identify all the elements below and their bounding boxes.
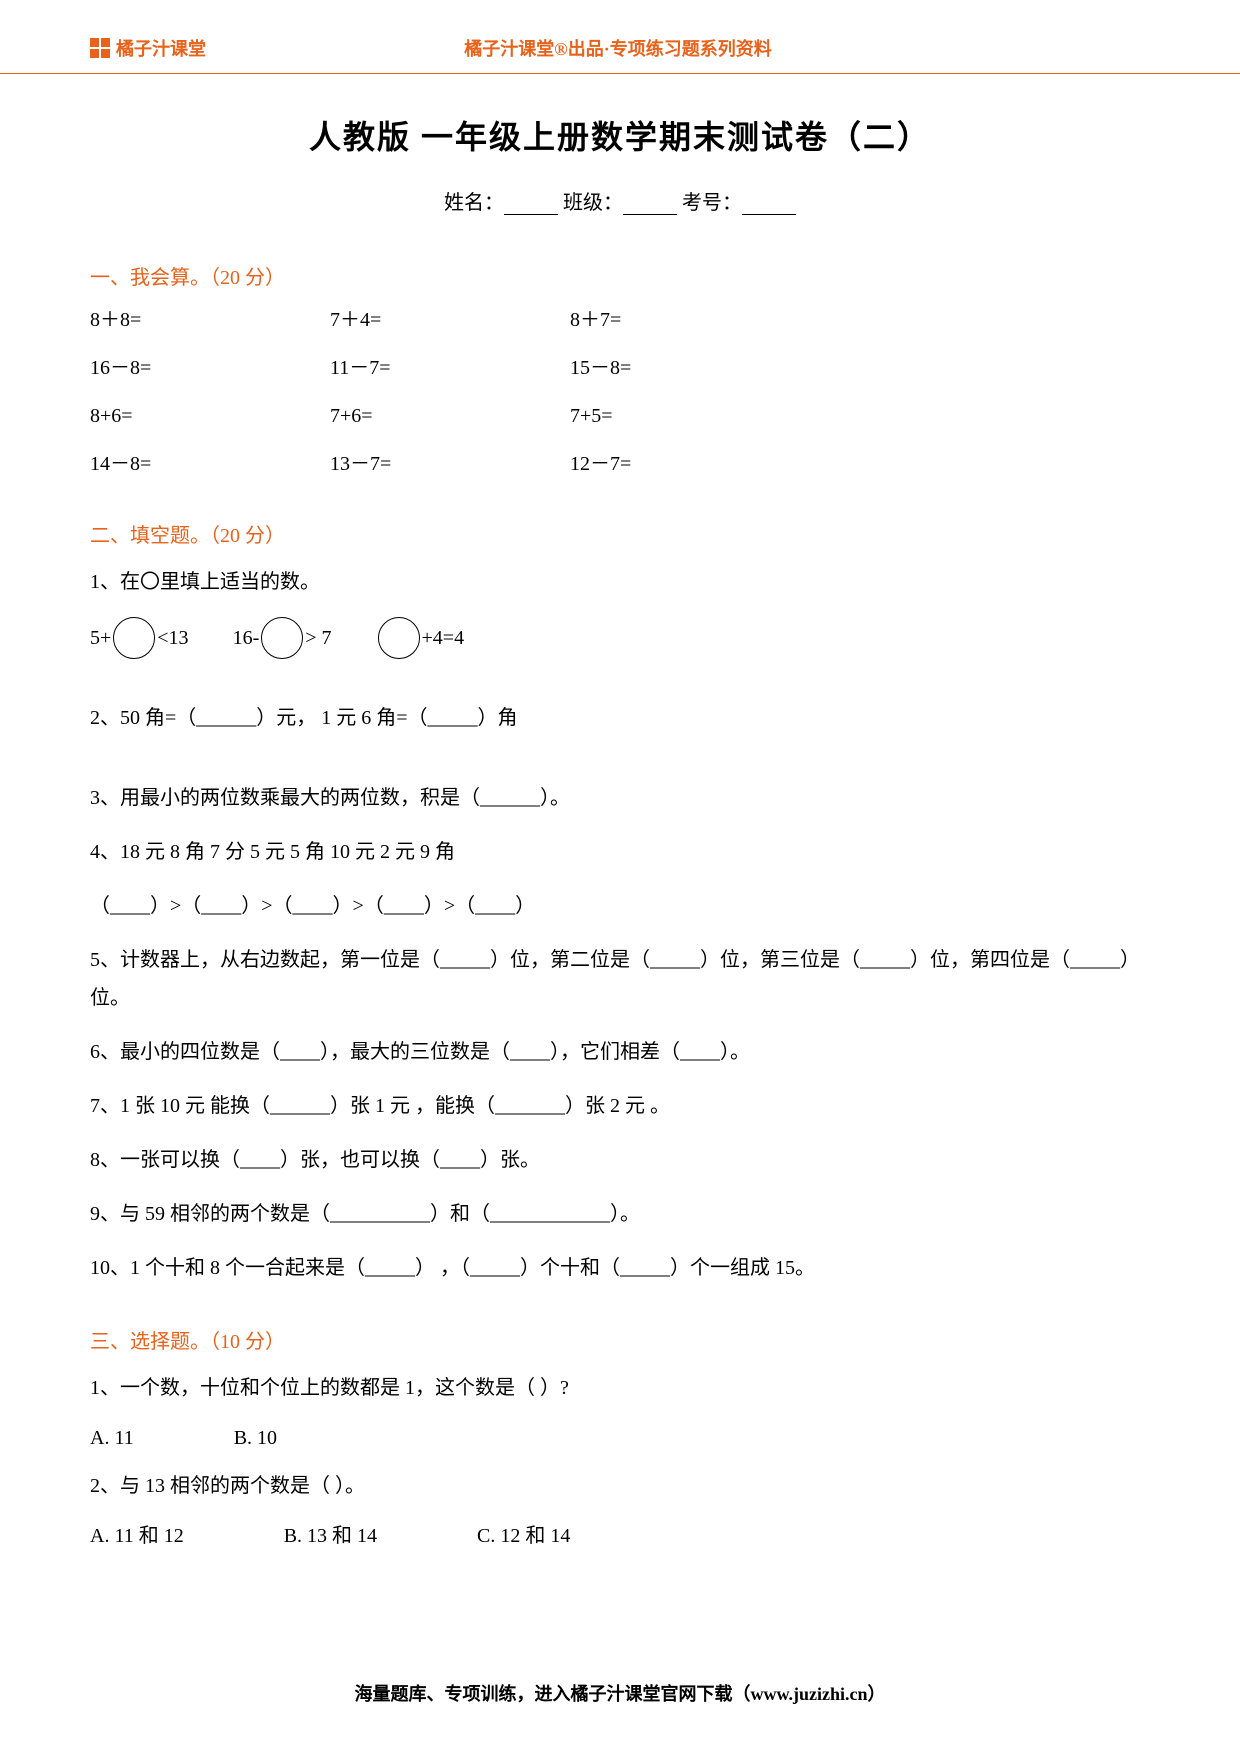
arith-cell: 7＋4= bbox=[330, 305, 570, 335]
q2-2: 2、50 角=（______）元， 1 元 6 角=（_____）角 bbox=[90, 699, 1150, 737]
text: +4=4 bbox=[422, 623, 465, 653]
arith-cell: 15－8= bbox=[570, 353, 810, 383]
q2-7: 7、1 张 10 元 能换（______）张 1 元 ，能换（_______）张… bbox=[90, 1087, 1150, 1125]
text: <13 bbox=[157, 623, 188, 653]
brand-name: 橘子汁课堂 bbox=[116, 35, 206, 61]
section1-heading: 一、我会算。（20 分） bbox=[90, 263, 1150, 293]
q2-5: 5、计数器上，从右边数起，第一位是（_____）位，第二位是（_____）位，第… bbox=[90, 941, 1150, 1017]
arith-cell: 7+5= bbox=[570, 401, 810, 431]
arith-cell: 13－7= bbox=[330, 449, 570, 479]
content: 一、我会算。（20 分） 8＋8= 7＋4= 8＋7= 16－8= 11－7= … bbox=[0, 263, 1240, 1551]
footer: 海量题库、专项训练，进入橘子汁课堂官网下载（www.juzizhi.cn） bbox=[0, 1680, 1240, 1706]
arith-cell: 8+6= bbox=[90, 401, 330, 431]
q2-4-line1: 4、18 元 8 角 7 分 5 元 5 角 10 元 2 元 9 角 bbox=[90, 833, 1150, 871]
q2-1-item-b: 16- > 7 bbox=[233, 617, 332, 659]
q3-1-options: A. 11 B. 10 bbox=[90, 1423, 1150, 1453]
q2-1-item-c: +4=4 bbox=[376, 617, 465, 659]
brand-logo: 橘子汁课堂 bbox=[90, 35, 206, 61]
header-tagline: 橘子汁课堂®出品·专项练习题系列资料 bbox=[206, 35, 1030, 61]
arith-cell: 14－8= bbox=[90, 449, 330, 479]
q3-2: 2、与 13 相邻的两个数是（ ）。 bbox=[90, 1467, 1150, 1505]
arith-cell: 11－7= bbox=[330, 353, 570, 383]
q3-2-options: A. 11 和 12 B. 13 和 14 C. 12 和 14 bbox=[90, 1521, 1150, 1551]
circle-blank[interactable] bbox=[261, 617, 303, 659]
q2-3: 3、用最小的两位数乘最大的两位数，积是（______）。 bbox=[90, 779, 1150, 817]
q2-1-item-a: 5+ <13 bbox=[90, 617, 189, 659]
q2-1-items: 5+ <13 16- > 7 +4=4 bbox=[90, 617, 1150, 659]
student-info-line: 姓名： 班级： 考号： bbox=[0, 186, 1240, 215]
option-a[interactable]: A. 11 bbox=[90, 1423, 134, 1453]
circle-blank[interactable] bbox=[378, 617, 420, 659]
q2-9: 9、与 59 相邻的两个数是（__________）和（____________… bbox=[90, 1195, 1150, 1233]
arith-cell: 7+6= bbox=[330, 401, 570, 431]
blank-id[interactable] bbox=[742, 194, 796, 215]
blank-class[interactable] bbox=[623, 194, 677, 215]
q2-1-label: 1、在〇里填上适当的数。 bbox=[90, 563, 1150, 601]
circle-blank[interactable] bbox=[113, 617, 155, 659]
section2-heading: 二、填空题。（20 分） bbox=[90, 521, 1150, 551]
section3-heading: 三、选择题。（10 分） bbox=[90, 1327, 1150, 1357]
q2-8: 8、一张可以换（____）张，也可以换（____）张。 bbox=[90, 1141, 1150, 1179]
arith-cell: 8＋8= bbox=[90, 305, 330, 335]
text: 5+ bbox=[90, 623, 111, 653]
page-title: 人教版 一年级上册数学期末测试卷（二） bbox=[0, 112, 1240, 158]
header: 橘子汁课堂 橘子汁课堂®出品·专项练习题系列资料 bbox=[0, 0, 1240, 74]
text: 16- bbox=[233, 623, 260, 653]
arith-cell: 8＋7= bbox=[570, 305, 810, 335]
logo-icon bbox=[90, 38, 110, 58]
option-a[interactable]: A. 11 和 12 bbox=[90, 1521, 184, 1551]
arith-cell: 16－8= bbox=[90, 353, 330, 383]
q2-4-line2: （____）>（____）>（____）>（____）>（____） bbox=[90, 887, 1150, 925]
label-class: 班级： bbox=[563, 192, 623, 214]
option-b[interactable]: B. 10 bbox=[234, 1423, 277, 1453]
option-b[interactable]: B. 13 和 14 bbox=[284, 1521, 377, 1551]
blank-name[interactable] bbox=[504, 194, 558, 215]
label-name: 姓名： bbox=[444, 192, 504, 214]
text: > 7 bbox=[305, 623, 331, 653]
q3-1: 1、一个数，十位和个位上的数都是 1，这个数是（ ）? bbox=[90, 1369, 1150, 1407]
arithmetic-grid: 8＋8= 7＋4= 8＋7= 16－8= 11－7= 15－8= 8+6= 7+… bbox=[90, 305, 1150, 479]
q2-6: 6、最小的四位数是（____），最大的三位数是（____），它们相差（____）… bbox=[90, 1033, 1150, 1071]
arith-cell: 12－7= bbox=[570, 449, 810, 479]
label-id: 考号： bbox=[682, 192, 742, 214]
q2-10: 10、1 个十和 8 个一合起来是（_____） ，（_____）个十和（___… bbox=[90, 1249, 1150, 1287]
option-c[interactable]: C. 12 和 14 bbox=[477, 1521, 570, 1551]
